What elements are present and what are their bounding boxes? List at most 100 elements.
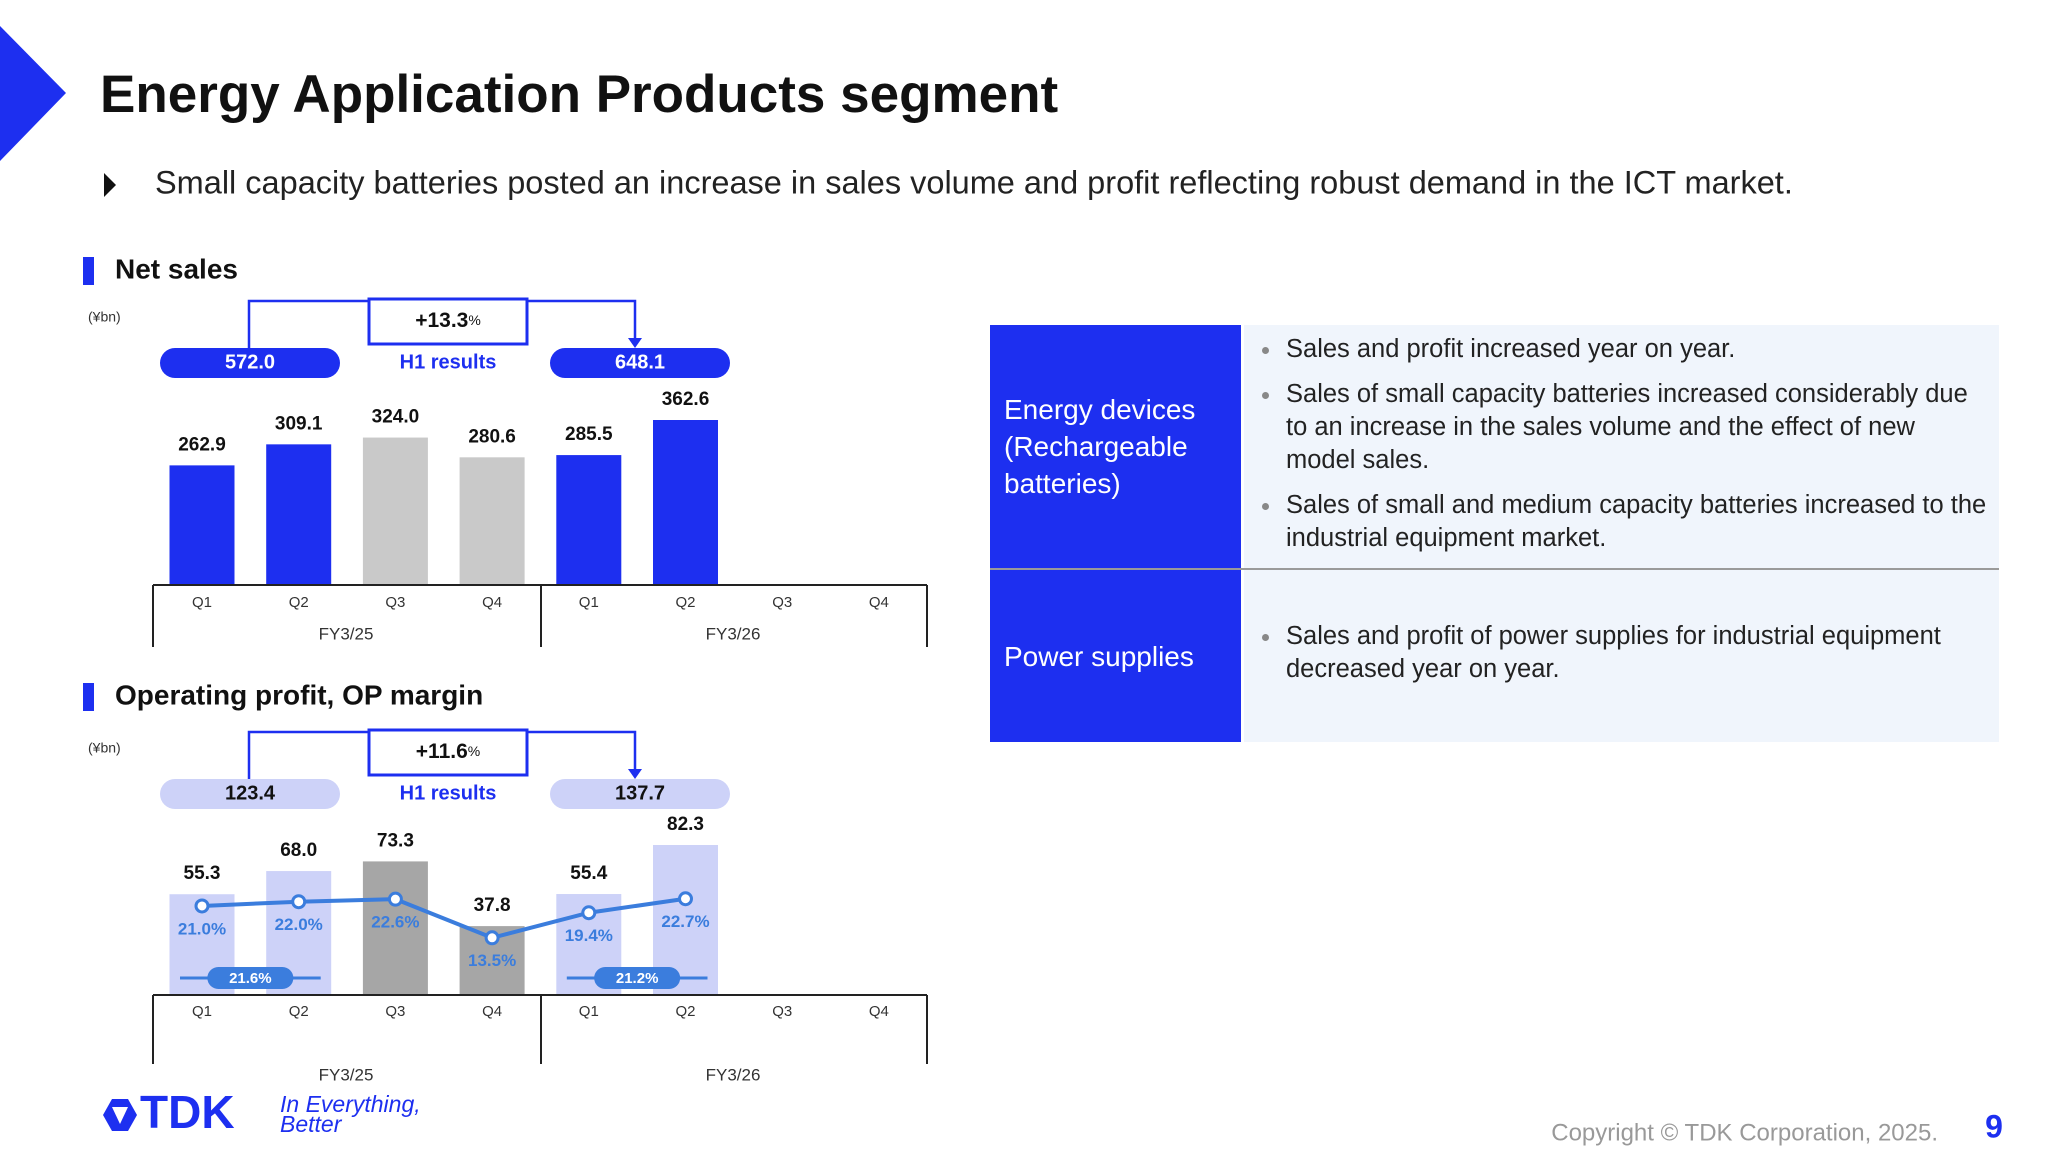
bar bbox=[653, 420, 718, 585]
h1-value: 572.0 bbox=[225, 351, 275, 373]
chart-title: Operating profit, OP margin bbox=[115, 679, 483, 710]
logo-tagline: Better bbox=[280, 1111, 343, 1137]
value-label: 324.0 bbox=[372, 407, 420, 428]
margin-point bbox=[194, 898, 210, 914]
bar bbox=[266, 444, 332, 585]
x-tick-label: Q1 bbox=[192, 1003, 212, 1020]
margin-label: 22.0% bbox=[275, 915, 323, 934]
h1-pill bbox=[550, 348, 730, 378]
margin-line bbox=[201, 896, 686, 940]
unit-label: (¥bn) bbox=[88, 309, 121, 325]
change-value: +11.6 bbox=[416, 740, 468, 763]
margin-label: 22.6% bbox=[371, 913, 419, 932]
margin-label: 21.0% bbox=[178, 919, 226, 938]
subtitle: Small capacity batteries posted an incre… bbox=[155, 165, 1793, 201]
h1-value: 123.4 bbox=[225, 782, 276, 804]
chevron bbox=[0, 26, 66, 161]
x-tick-label: Q2 bbox=[289, 1003, 309, 1020]
value-label: 55.4 bbox=[570, 863, 607, 884]
section-marker bbox=[83, 683, 94, 711]
x-tick-label: Q2 bbox=[289, 594, 309, 611]
group-label: FY3/25 bbox=[319, 624, 374, 643]
h1-value: 648.1 bbox=[615, 351, 665, 373]
bracket-arrow bbox=[628, 338, 642, 348]
x-tick-label: Q2 bbox=[675, 594, 695, 611]
margin-point bbox=[484, 930, 500, 946]
x-tick-label: Q3 bbox=[385, 1003, 405, 1020]
bullet-text: Sales and profit increased year on year. bbox=[1262, 333, 1991, 366]
logo: TDK bbox=[140, 1086, 235, 1138]
margin-label: 22.7% bbox=[661, 912, 709, 931]
h1-pill bbox=[160, 348, 340, 378]
margin-point bbox=[291, 894, 307, 910]
h1-label: H1 results bbox=[400, 782, 497, 804]
h1-margin-label: 21.6% bbox=[229, 970, 272, 987]
group-label: FY3/26 bbox=[706, 624, 761, 643]
change-label: +11.6% bbox=[416, 740, 480, 763]
row-header: Energy devices (Rechargeable batteries) bbox=[990, 325, 1241, 568]
value-label: 262.9 bbox=[178, 434, 226, 455]
margin-label: 13.5% bbox=[468, 951, 516, 970]
value-label: 280.6 bbox=[468, 426, 516, 447]
h1-label: H1 results bbox=[400, 351, 497, 373]
value-label: 82.3 bbox=[667, 814, 704, 835]
change-unit: % bbox=[468, 312, 480, 328]
group-label: FY3/25 bbox=[319, 1065, 374, 1084]
value-label: 285.5 bbox=[565, 424, 613, 445]
x-tick-label: Q1 bbox=[192, 594, 212, 611]
h1-margin-label: 21.2% bbox=[616, 970, 659, 987]
value-label: 37.8 bbox=[474, 895, 511, 916]
value-label: 73.3 bbox=[377, 830, 414, 851]
change-box bbox=[367, 297, 529, 346]
value-label: 309.1 bbox=[275, 413, 323, 434]
x-tick-label: Q3 bbox=[385, 594, 405, 611]
margin-point bbox=[581, 905, 597, 921]
margin-point bbox=[387, 891, 403, 907]
change-box bbox=[367, 728, 529, 777]
h1-value: 137.7 bbox=[615, 782, 665, 804]
bracket-arrow bbox=[628, 769, 642, 779]
h1-margin-pill bbox=[207, 967, 294, 989]
x-tick-label: Q4 bbox=[869, 594, 889, 611]
table-row: Power supplies Sales and profit of power … bbox=[990, 570, 1999, 742]
table-row: Energy devices (Rechargeable batteries) S… bbox=[990, 325, 1999, 570]
logo-tagline: In Everything, bbox=[280, 1091, 421, 1117]
h1-pill bbox=[160, 779, 340, 809]
logo-emblem-inner bbox=[112, 1107, 128, 1124]
bar bbox=[169, 465, 235, 585]
h1-pill bbox=[550, 779, 730, 809]
x-tick-label: Q4 bbox=[869, 1003, 889, 1020]
bar bbox=[362, 861, 428, 995]
x-tick-label: Q1 bbox=[579, 594, 599, 611]
x-tick-label: Q2 bbox=[675, 1003, 695, 1020]
bracket bbox=[247, 730, 637, 779]
slide-title: Energy Application Products segment bbox=[100, 65, 1058, 124]
margin-label: 19.4% bbox=[565, 926, 613, 945]
summary-table: Energy devices (Rechargeable batteries) S… bbox=[990, 325, 1999, 742]
bullet-text: Sales and profit of power supplies for i… bbox=[1262, 620, 1991, 686]
copyright: Copyright © TDK Corporation, 2025. bbox=[1551, 1119, 1938, 1146]
bullet-arrow bbox=[104, 173, 116, 197]
row-body: Sales and profit increased year on year.… bbox=[1244, 325, 1999, 568]
group-label: FY3/26 bbox=[706, 1065, 761, 1084]
bullet-text: Sales of small and medium capacity batte… bbox=[1262, 489, 1991, 555]
change-unit: % bbox=[468, 743, 480, 759]
x-tick-label: Q3 bbox=[772, 594, 792, 611]
bar bbox=[362, 437, 428, 585]
bullet-text: Sales of small capacity batteries increa… bbox=[1262, 378, 1991, 477]
bar bbox=[459, 457, 525, 585]
margin-point bbox=[678, 891, 693, 907]
row-body: Sales and profit of power supplies for i… bbox=[1244, 570, 1999, 742]
value-label: 362.6 bbox=[662, 389, 710, 410]
bracket bbox=[247, 299, 637, 348]
unit-label: (¥bn) bbox=[88, 740, 121, 756]
section-marker bbox=[83, 257, 94, 285]
h1-margin-pill bbox=[594, 967, 681, 989]
x-tick-label: Q4 bbox=[482, 1003, 502, 1020]
page-number: 9 bbox=[1985, 1108, 2003, 1144]
x-tick-label: Q3 bbox=[772, 1003, 792, 1020]
x-tick-label: Q4 bbox=[482, 594, 502, 611]
x-tick-label: Q1 bbox=[579, 1003, 599, 1020]
